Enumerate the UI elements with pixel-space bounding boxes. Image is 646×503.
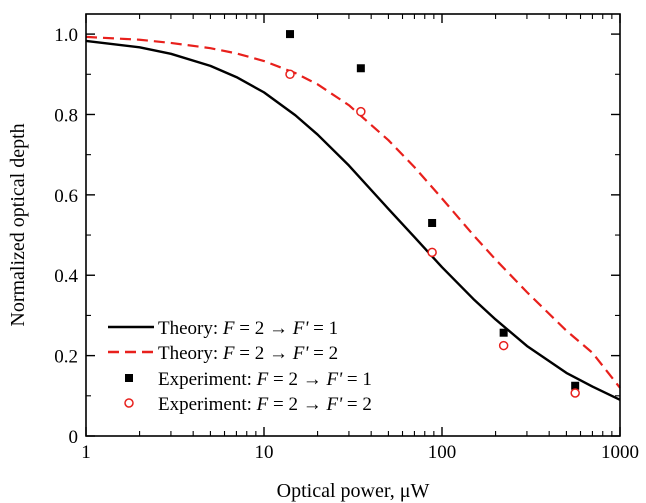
data-point xyxy=(570,388,580,398)
x-tick-label: 100 xyxy=(428,442,457,463)
y-tick-label: 0.6 xyxy=(54,186,78,207)
y-tick-label: 0 xyxy=(69,427,79,448)
x-tick-label: 1000 xyxy=(601,442,639,463)
legend-swatch xyxy=(124,398,134,408)
y-tick-label: 0.4 xyxy=(54,266,78,287)
data-point xyxy=(427,247,437,258)
series-4 xyxy=(285,69,580,398)
y-tick-label: 1.0 xyxy=(54,25,78,46)
legend-item: Experiment: F = 2 → F' = 1 xyxy=(125,369,372,390)
legend-label: Experiment: F = 2 → F' = 2 xyxy=(158,394,372,415)
axis-ticks: 1 10 100 1000 0 0.2 0.4 0.6 0.8 1.0 xyxy=(54,14,639,463)
plot-marks xyxy=(85,30,621,401)
data-point xyxy=(498,340,509,351)
data-point xyxy=(499,328,508,337)
plot-frame xyxy=(85,13,621,437)
legend-label: Theory: F = 2 → F' = 1 xyxy=(158,318,338,339)
legend-item: Theory: F = 2 → F' = 1 xyxy=(108,318,338,339)
legend: Theory: F = 2 → F' = 1 Theory: F = 2 → F'… xyxy=(108,318,372,415)
x-tick-label: 10 xyxy=(255,442,274,463)
series-line xyxy=(85,39,621,401)
x-axis-label: Optical power, μW xyxy=(277,480,430,502)
y-tick-label: 0.8 xyxy=(54,105,78,126)
data-point xyxy=(356,106,366,117)
legend-label: Experiment: F = 2 → F' = 1 xyxy=(158,369,372,390)
data-point xyxy=(286,30,295,39)
legend-item: Experiment: F = 2 → F' = 2 xyxy=(124,394,372,415)
legend-item: Theory: F = 2 → F' = 2 xyxy=(108,343,338,364)
data-point xyxy=(428,218,437,227)
series-1 xyxy=(85,39,621,401)
y-axis-label: Normalized optical depth xyxy=(7,123,29,326)
legend-swatch xyxy=(125,374,133,382)
legend-label: Theory: F = 2 → F' = 2 xyxy=(158,343,338,364)
data-point xyxy=(356,64,365,73)
x-tick-label: 1 xyxy=(81,442,91,463)
data-point xyxy=(571,381,580,390)
data-point xyxy=(285,69,295,80)
series-3 xyxy=(286,30,580,390)
y-tick-label: 0.2 xyxy=(54,347,78,368)
